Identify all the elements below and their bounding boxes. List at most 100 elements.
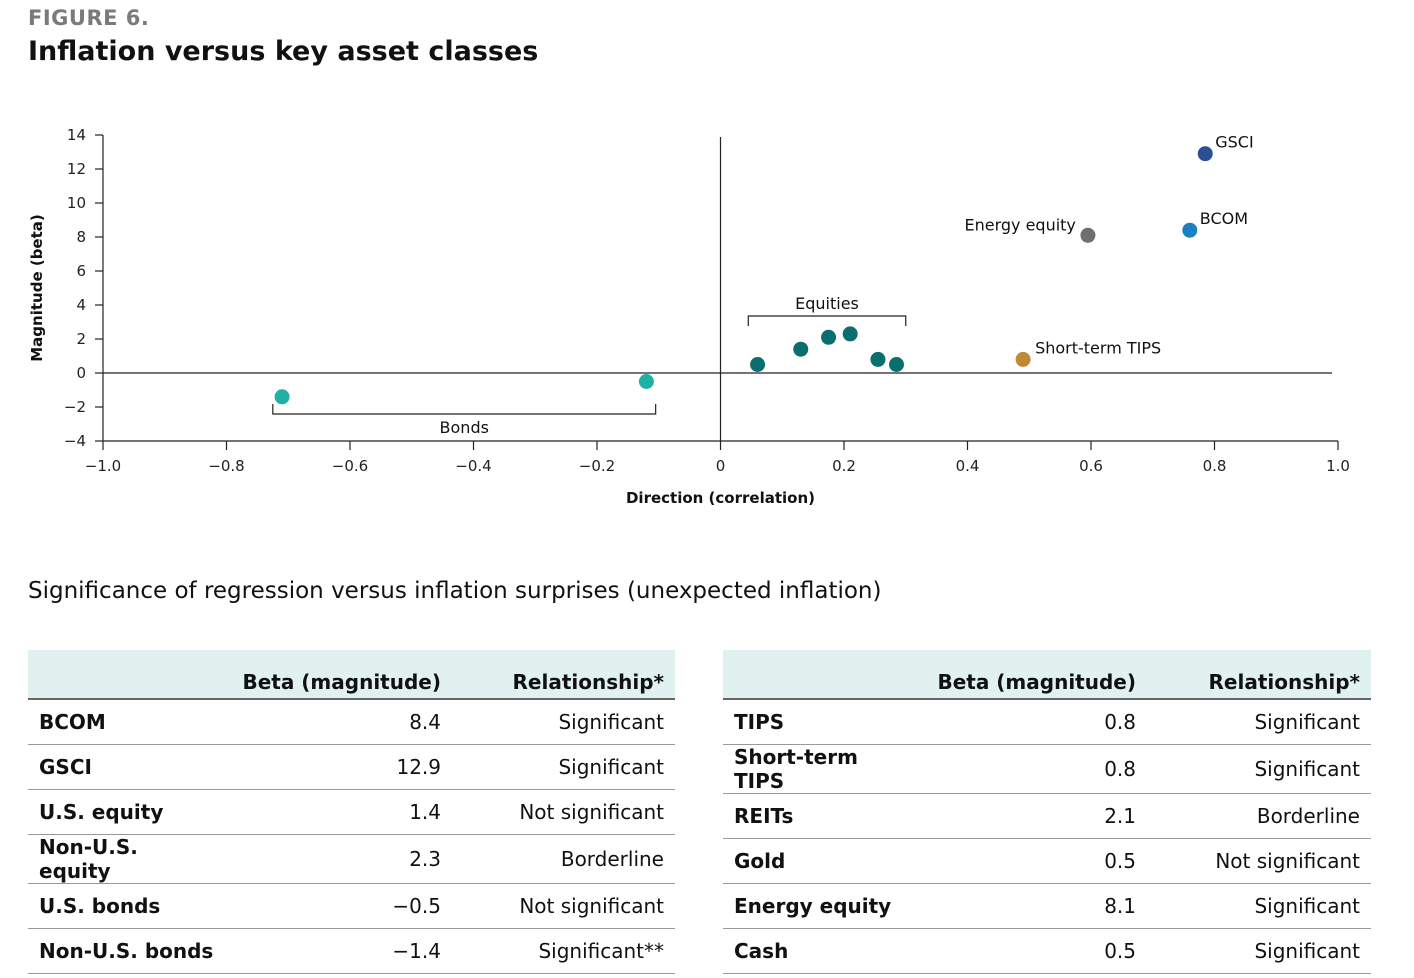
beta-cell: 0.8 xyxy=(920,744,1147,794)
header-beta: Beta (magnitude) xyxy=(920,650,1147,700)
asset-name-cell: TIPS xyxy=(723,699,920,745)
table-section-title: Significance of regression versus inflat… xyxy=(28,578,882,604)
table-row: GSCI 12.9 Significant xyxy=(28,744,675,790)
x-tick-label: −0.8 xyxy=(208,457,244,475)
point-label: Short-term TIPS xyxy=(1035,338,1161,357)
table-row: TIPS 0.8 Significant xyxy=(723,699,1371,745)
beta-cell: 2.3 xyxy=(225,834,452,884)
data-point xyxy=(1182,222,1198,238)
asset-name-cell: Cash xyxy=(723,928,920,974)
relationship-cell: Significant xyxy=(1147,699,1371,745)
relationship-cell: Significant xyxy=(452,744,675,790)
table-row: Cash 0.5 Significant xyxy=(723,928,1371,974)
beta-cell: 12.9 xyxy=(225,744,452,790)
data-point xyxy=(274,389,290,405)
data-point xyxy=(793,341,809,357)
header-relationship: Relationship* xyxy=(452,650,675,700)
equities-bracket xyxy=(747,315,907,326)
data-point xyxy=(821,329,837,345)
table-row: BCOM 8.4 Significant xyxy=(28,699,675,745)
table-row: U.S. bonds −0.5 Not significant xyxy=(28,883,675,929)
beta-cell: 0.5 xyxy=(920,838,1147,884)
beta-cell: 2.1 xyxy=(920,793,1147,839)
x-tick-label: −1.0 xyxy=(85,457,121,475)
beta-cell: 8.1 xyxy=(920,883,1147,929)
asset-name-cell: Non-U.S. bonds xyxy=(28,928,225,974)
table-row: Energy equity 8.1 Significant xyxy=(723,883,1371,929)
y-tick-label: 12 xyxy=(67,160,86,178)
relationship-cell: Significant xyxy=(1147,883,1371,929)
relationship-cell: Significant xyxy=(1147,744,1371,794)
y-tick-label: 4 xyxy=(76,296,86,314)
table-row: Short-term TIPS 0.8 Significant xyxy=(723,744,1371,794)
table-header-row: Beta (magnitude) Relationship* xyxy=(723,650,1371,700)
asset-name-cell: Energy equity xyxy=(723,883,920,929)
data-point xyxy=(870,351,886,367)
relationship-cell: Significant xyxy=(452,699,675,745)
y-tick-label: −4 xyxy=(64,432,86,450)
x-tick-label: 0.4 xyxy=(956,457,980,475)
asset-name-cell: U.S. equity xyxy=(28,789,225,835)
relationship-cell: Not significant xyxy=(1147,838,1371,884)
x-tick-label: −0.2 xyxy=(579,457,615,475)
figure-label: FIGURE 6. xyxy=(28,6,150,30)
y-tick-label: 8 xyxy=(76,228,86,246)
data-point xyxy=(888,357,904,372)
relationship-cell: Not significant xyxy=(452,883,675,929)
x-tick-label: −0.4 xyxy=(455,457,491,475)
table-row: REITs 2.1 Borderline xyxy=(723,793,1371,839)
y-axis-title: Magnitude (beta) xyxy=(28,214,46,362)
y-tick-label: 6 xyxy=(76,262,86,280)
asset-name-cell: BCOM xyxy=(28,699,225,745)
point-label: BCOM xyxy=(1200,209,1248,228)
relationship-cell: Not significant xyxy=(452,789,675,835)
x-tick-label: −0.6 xyxy=(332,457,368,475)
relationship-cell: Significant xyxy=(1147,928,1371,974)
header-asset xyxy=(723,650,920,700)
asset-name-cell: Non-U.S. equity xyxy=(28,834,225,884)
y-tick-label: 10 xyxy=(67,194,86,212)
bonds-group-label: Bonds xyxy=(440,418,489,437)
data-point xyxy=(750,357,766,372)
asset-name-cell: U.S. bonds xyxy=(28,883,225,929)
y-tick-label: −2 xyxy=(64,398,86,416)
header-relationship: Relationship* xyxy=(1147,650,1371,700)
table-row: U.S. equity 1.4 Not significant xyxy=(28,789,675,835)
significance-table-right: Beta (magnitude) Relationship* TIPS 0.8 Si… xyxy=(723,650,1371,974)
header-beta: Beta (magnitude) xyxy=(225,650,452,700)
beta-cell: 0.5 xyxy=(920,928,1147,974)
beta-cell: 8.4 xyxy=(225,699,452,745)
beta-cell: −1.4 xyxy=(225,928,452,974)
figure-title: Inflation versus key asset classes xyxy=(28,36,539,67)
beta-cell: −0.5 xyxy=(225,883,452,929)
x-tick-label: 0.8 xyxy=(1203,457,1227,475)
table-row: Gold 0.5 Not significant xyxy=(723,838,1371,884)
scatter-chart: −4 −2 0 2 4 6 8 10 12 14 −1.0 −0.8 −0.6 −0.4 −0.2 0 0.2 0… xyxy=(28,126,1350,507)
x-axis-title: Direction (correlation) xyxy=(626,489,815,507)
beta-cell: 1.4 xyxy=(225,789,452,835)
x-tick-label: 1.0 xyxy=(1326,457,1350,475)
relationship-cell: Borderline xyxy=(452,834,675,884)
data-point xyxy=(1197,146,1213,162)
data-point xyxy=(1080,227,1096,243)
table-row: Non-U.S. equity 2.3 Borderline xyxy=(28,834,675,884)
beta-cell: 0.8 xyxy=(920,699,1147,745)
header-asset xyxy=(28,650,225,700)
bonds-bracket xyxy=(272,404,657,415)
relationship-cell: Significant** xyxy=(452,928,675,974)
asset-name-cell: Short-term TIPS xyxy=(723,744,920,794)
asset-name-cell: REITs xyxy=(723,793,920,839)
y-tick-label: 2 xyxy=(76,330,86,348)
y-tick-label: 0 xyxy=(76,364,86,382)
x-tick-label: 0 xyxy=(716,457,726,475)
x-tick-label: 0.6 xyxy=(1079,457,1103,475)
table-row: Non-U.S. bonds −1.4 Significant** xyxy=(28,928,675,974)
data-point xyxy=(638,374,654,389)
equities-group-label: Equities xyxy=(795,294,859,313)
x-tick-label: 0.2 xyxy=(832,457,856,475)
table-header-row: Beta (magnitude) Relationship* xyxy=(28,650,675,700)
significance-table-left: Beta (magnitude) Relationship* BCOM 8.4 Si… xyxy=(28,650,675,974)
asset-name-cell: GSCI xyxy=(28,744,225,790)
point-label: Energy equity xyxy=(964,215,1075,234)
data-point xyxy=(842,326,858,342)
